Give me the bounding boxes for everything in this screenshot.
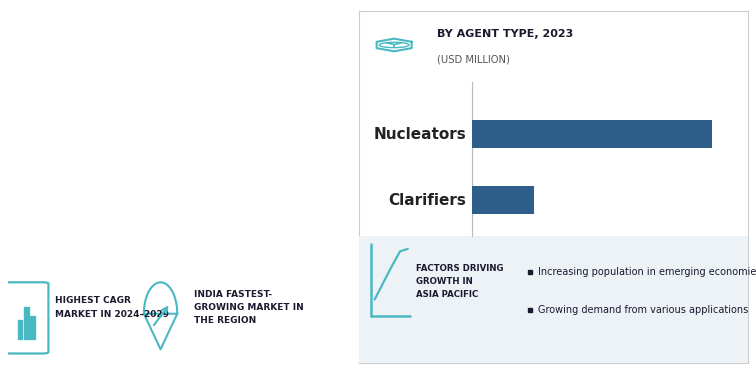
Text: (USD MILLION): (USD MILLION) (437, 54, 510, 64)
Bar (472, 186, 534, 214)
Bar (24, 307, 29, 339)
Text: Clarifiers: Clarifiers (389, 193, 466, 208)
Text: INDIA FASTEST-
GROWING MARKET IN
THE REGION: INDIA FASTEST- GROWING MARKET IN THE REG… (194, 290, 303, 325)
Bar (472, 120, 712, 148)
Text: Nucleators: Nucleators (373, 127, 466, 142)
Text: BY AGENT TYPE, 2023: BY AGENT TYPE, 2023 (437, 29, 573, 39)
Text: Increasing population in emerging economies: Increasing population in emerging econom… (538, 267, 756, 277)
Text: HIGHEST CAGR
MARKET IN 2024–2029: HIGHEST CAGR MARKET IN 2024–2029 (54, 296, 169, 319)
FancyBboxPatch shape (5, 282, 48, 353)
Text: FACTORS DRIVING
GROWTH IN
ASIA PACIFIC: FACTORS DRIVING GROWTH IN ASIA PACIFIC (416, 264, 503, 299)
Bar (30, 316, 35, 339)
Text: Growing demand from various applications: Growing demand from various applications (538, 305, 748, 315)
Bar (18, 320, 23, 339)
